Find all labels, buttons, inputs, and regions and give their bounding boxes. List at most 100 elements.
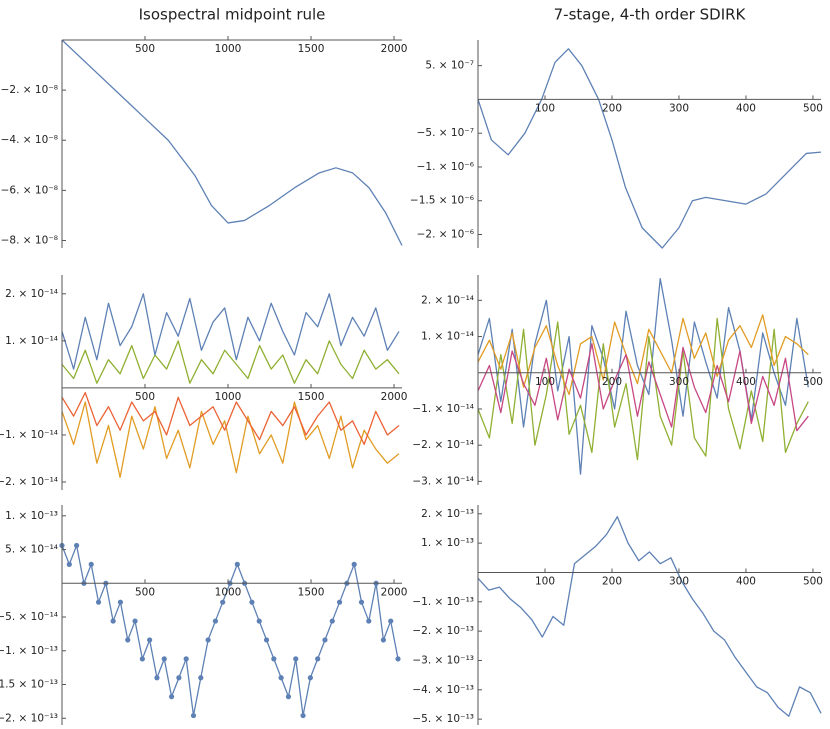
data-point bbox=[285, 694, 292, 700]
y-tick-label: 1. × 10⁻¹³ bbox=[5, 510, 58, 522]
data-point bbox=[95, 599, 102, 605]
data-point bbox=[271, 656, 277, 662]
x-tick-label: 2000 bbox=[381, 43, 408, 55]
data-point bbox=[132, 618, 138, 624]
data-point bbox=[278, 675, 284, 681]
data-point bbox=[190, 712, 197, 719]
series-line bbox=[61, 340, 400, 384]
data-point bbox=[198, 675, 204, 681]
y-tick-label: 5. × 10⁻¹⁴ bbox=[5, 544, 58, 556]
data-point bbox=[154, 675, 160, 681]
y-tick-label: −5. × 10⁻⁷ bbox=[417, 127, 474, 139]
data-point bbox=[147, 637, 153, 643]
series-line bbox=[477, 343, 809, 432]
data-point bbox=[336, 599, 343, 605]
y-tick-label: −1. × 10⁻¹⁴ bbox=[412, 403, 474, 415]
data-point bbox=[161, 656, 167, 662]
data-point bbox=[212, 618, 218, 624]
data-point bbox=[183, 656, 189, 662]
series-line bbox=[61, 544, 399, 717]
x-tick-label: 100 bbox=[535, 102, 555, 114]
data-point bbox=[329, 618, 335, 624]
data-point bbox=[66, 561, 72, 567]
x-tick-label: 2000 bbox=[381, 391, 408, 403]
data-point bbox=[88, 561, 94, 567]
data-point bbox=[351, 561, 357, 567]
y-tick-label: −6. × 10⁻⁸ bbox=[1, 184, 58, 196]
x-tick-label: 500 bbox=[135, 43, 155, 55]
x-tick-label: 400 bbox=[736, 376, 756, 388]
data-point bbox=[139, 656, 145, 662]
y-tick-label: 1. × 10⁻¹⁴ bbox=[5, 335, 58, 347]
data-point bbox=[366, 618, 372, 624]
x-tick-label: 400 bbox=[736, 102, 756, 114]
y-tick-label: −1.5 × 10⁻⁶ bbox=[410, 195, 474, 207]
y-tick-label: −2. × 10⁻¹³ bbox=[412, 625, 474, 637]
series-line bbox=[477, 314, 809, 396]
y-tick-label: −1. × 10⁻¹³ bbox=[412, 596, 474, 608]
series-line bbox=[477, 516, 822, 717]
series-line bbox=[477, 317, 809, 461]
x-tick-label: 400 bbox=[736, 575, 756, 587]
x-tick-label: 500 bbox=[135, 586, 155, 598]
y-tick-label: −5. × 10⁻¹³ bbox=[412, 713, 474, 725]
y-tick-label: −2. × 10⁻¹⁴ bbox=[412, 439, 474, 451]
data-point bbox=[293, 656, 299, 662]
y-tick-label: 2. × 10⁻¹⁴ bbox=[5, 288, 58, 300]
y-tick-label: −1. × 10⁻¹³ bbox=[0, 645, 58, 657]
series-line bbox=[61, 401, 400, 478]
y-tick-label: −8. × 10⁻⁸ bbox=[1, 234, 58, 246]
y-tick-label: −1. × 10⁻⁶ bbox=[417, 161, 474, 173]
x-tick-label: 500 bbox=[135, 391, 155, 403]
data-point bbox=[263, 637, 270, 643]
x-tick-label: 200 bbox=[602, 575, 622, 587]
x-tick-label: 300 bbox=[669, 376, 689, 388]
data-point bbox=[307, 675, 313, 681]
data-point bbox=[388, 618, 394, 624]
x-tick-label: 100 bbox=[535, 575, 555, 587]
y-tick-label: 1. × 10⁻¹³ bbox=[421, 537, 474, 549]
data-point bbox=[176, 675, 182, 681]
data-point bbox=[380, 637, 387, 643]
series-line bbox=[477, 48, 822, 249]
data-point bbox=[125, 637, 131, 643]
x-tick-label: 300 bbox=[669, 102, 689, 114]
x-tick-label: 1000 bbox=[215, 586, 242, 598]
x-tick-label: 1500 bbox=[298, 586, 325, 598]
x-tick-label: 500 bbox=[803, 575, 823, 587]
series-line bbox=[61, 293, 400, 370]
y-tick-label: −4. × 10⁻¹³ bbox=[412, 684, 474, 696]
y-tick-label: −4. × 10⁻⁸ bbox=[1, 134, 58, 146]
data-point bbox=[358, 599, 365, 605]
data-point bbox=[249, 599, 255, 605]
y-tick-label: −2. × 10⁻⁶ bbox=[417, 228, 474, 240]
chart-title: 7-stage, 4-th order SDIRK bbox=[554, 6, 747, 24]
y-tick-label: −1.5 × 10⁻¹³ bbox=[0, 679, 58, 691]
y-tick-label: 2. × 10⁻¹⁴ bbox=[421, 294, 474, 306]
chart-title: Isospectral midpoint rule bbox=[139, 6, 326, 24]
data-point bbox=[205, 637, 211, 643]
series-line bbox=[61, 391, 400, 446]
x-tick-label: 1000 bbox=[215, 391, 242, 403]
y-tick-label: −3. × 10⁻¹³ bbox=[412, 654, 474, 666]
data-point bbox=[220, 599, 226, 605]
x-tick-label: 1000 bbox=[215, 43, 242, 55]
x-tick-label: 200 bbox=[602, 102, 622, 114]
y-tick-label: 1. × 10⁻¹⁴ bbox=[421, 331, 474, 343]
y-tick-label: 2. × 10⁻¹³ bbox=[421, 508, 474, 520]
series-line bbox=[477, 277, 809, 475]
y-tick-label: −3. × 10⁻¹⁴ bbox=[412, 475, 474, 487]
x-tick-label: 1500 bbox=[298, 391, 325, 403]
data-point bbox=[117, 599, 124, 605]
data-point bbox=[234, 561, 240, 567]
y-tick-label: 5. × 10⁻⁷ bbox=[425, 60, 474, 72]
data-point bbox=[110, 618, 116, 624]
y-tick-label: −1. × 10⁻¹⁴ bbox=[0, 429, 58, 441]
x-tick-label: 200 bbox=[602, 376, 622, 388]
x-tick-label: 100 bbox=[535, 376, 555, 388]
series-line bbox=[61, 39, 403, 246]
data-point bbox=[74, 542, 80, 549]
x-tick-label: 500 bbox=[803, 376, 823, 388]
x-tick-label: 2000 bbox=[381, 586, 408, 598]
